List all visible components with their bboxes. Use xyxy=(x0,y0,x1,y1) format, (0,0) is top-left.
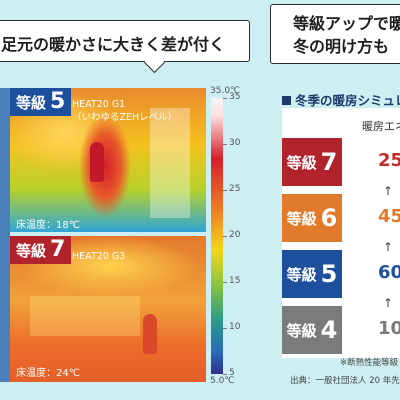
grade-7-floor-temp: 床温度：24℃ xyxy=(16,368,80,379)
doorway-shape xyxy=(150,108,190,218)
energy-value: 25 xyxy=(378,150,400,171)
headline-left-text: 足元の暖かさに大きく差が付く xyxy=(1,35,226,54)
grade-5-floor-temp: 床温度：18℃ xyxy=(16,220,80,231)
grade-5-tag: 等級 5 xyxy=(10,88,72,116)
grade-5-heat-label-line-2: （いわゆるZEHレベル） xyxy=(72,112,178,123)
scale-tick xyxy=(223,144,227,145)
grade-row-4: 等級 4 xyxy=(282,306,342,354)
grade-row-prefix: 等級 xyxy=(286,153,317,172)
scale-tick-label: 10 xyxy=(229,322,241,332)
grade-row-number: 5 xyxy=(320,260,338,288)
footnote-source: 出典：一般社団法人 20 年先を見 xyxy=(290,376,400,386)
person-silhouette xyxy=(143,314,157,354)
scale-tick xyxy=(223,374,227,375)
grade-row-prefix: 等級 xyxy=(286,321,317,340)
scale-tick xyxy=(223,282,227,283)
grade-row-prefix: 等級 xyxy=(286,265,317,284)
scale-tick-label: 30 xyxy=(229,138,241,148)
energy-value: 100 xyxy=(378,318,400,339)
grade-row-6: 等級 6 xyxy=(282,194,342,242)
up-arrow-icon: ↑ xyxy=(383,240,394,254)
up-arrow-icon: ↑ xyxy=(383,296,394,310)
simulation-title: 冬季の暖房シミュレ xyxy=(282,90,400,109)
grade-7-heat-label-line-1: HEAT20 G3 xyxy=(72,251,126,262)
up-arrow-icon: ↑ xyxy=(383,184,394,198)
scale-tick-label: 25 xyxy=(229,184,241,194)
scale-tick xyxy=(223,98,227,99)
scale-tick-label: 5 xyxy=(229,368,235,378)
table-shape xyxy=(30,296,140,336)
headline-right-line-1: 等級アップで暖 xyxy=(293,14,400,33)
simulation-header: 暖房エネル xyxy=(362,120,400,133)
grade-row-7: 等級 7 xyxy=(282,138,342,186)
thermal-image-grade-7: 等級 7 HEAT20 G3 床温度：24℃ xyxy=(10,236,206,382)
headline-left-bubble: 足元の暖かさに大きく差が付く xyxy=(0,20,250,62)
simulation-title-text: 冬季の暖房シミュレ xyxy=(295,93,400,108)
person-silhouette xyxy=(90,142,104,182)
scale-tick-label: 35 xyxy=(229,92,241,102)
grade-5-prefix: 等級 xyxy=(16,93,47,112)
grade-7-prefix: 等級 xyxy=(16,241,47,260)
scale-min-label: 5.0℃ xyxy=(210,376,235,386)
thermal-image-grade-5: 等級 5 HEAT20 G1 （いわゆるZEHレベル） 床温度：18℃ xyxy=(10,88,206,232)
scale-max-label: 35.0℃ xyxy=(210,86,241,96)
panel-edge-strip xyxy=(0,88,10,382)
scale-tick-label: 20 xyxy=(229,230,241,240)
headline-right-line-2: 冬の明け方も xyxy=(293,37,390,56)
grade-5-heat-label: HEAT20 G1 （いわゆるZEHレベル） xyxy=(72,98,177,124)
grade-row-5: 等級 5 xyxy=(282,250,342,298)
grade-row-number: 7 xyxy=(320,148,338,176)
grade-5-heat-label-line-1: HEAT20 G1 xyxy=(72,99,126,110)
grade-row-number: 4 xyxy=(320,316,338,344)
square-bullet-icon xyxy=(282,96,291,105)
scale-tick xyxy=(223,236,227,237)
grade-5-number: 5 xyxy=(50,89,66,114)
grade-row-number: 6 xyxy=(320,204,338,232)
headline-right-bubble: 等級アップで暖 冬の明け方も xyxy=(270,4,400,64)
scale-tick xyxy=(223,190,227,191)
energy-value: 60 xyxy=(378,262,400,283)
grade-7-heat-label: HEAT20 G3 xyxy=(72,250,125,263)
grade-7-number: 7 xyxy=(50,237,66,262)
footnote-grade: ※断熱性能等級 xyxy=(340,358,399,368)
temperature-color-scale xyxy=(211,98,223,374)
grade-7-tag: 等級 7 xyxy=(10,236,72,264)
scale-tick xyxy=(223,328,227,329)
energy-value: 45 xyxy=(378,206,400,227)
scale-tick-label: 15 xyxy=(229,276,241,286)
grade-row-prefix: 等級 xyxy=(286,209,317,228)
